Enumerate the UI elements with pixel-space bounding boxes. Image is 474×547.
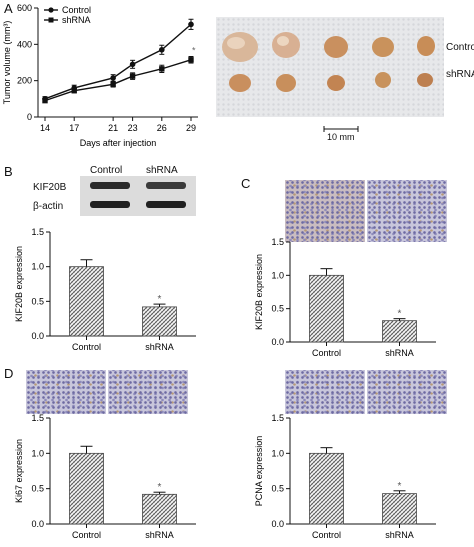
bar-shrna [382,320,417,343]
y-axis-label: KIF20B expression [14,246,24,322]
y-tick-label: 0.0 [271,519,284,529]
series-line-shrna [44,59,192,102]
pcna-bar-chart: 0.0 0.5 1.0 1.5 PCNA expression Control shRNA * [254,413,436,540]
y-tick-label: 1.5 [31,227,44,237]
panel-label-c: C [241,176,251,191]
y-tick-label: 1.5 [271,413,284,423]
x-tick-label: shRNA [145,342,174,352]
data-point-shrna [71,87,77,94]
x-tick-label: 21 [108,123,118,133]
photo-label-control: Control [446,42,474,53]
y-tick-label: 1.0 [271,448,284,458]
y-tick-label: 400 [17,39,32,49]
panel-label-a: A [4,1,13,16]
y-tick-label: 0.0 [271,337,284,347]
y-axis-label: Ki67 expression [14,439,24,503]
legend-marker [48,17,54,23]
wb-row-actin: β-actin [33,201,64,212]
x-tick-label: shRNA [145,530,174,540]
x-tick-label: shRNA [385,348,414,358]
legend-label-shrna: shRNA [62,15,91,25]
x-tick-label: 23 [128,123,138,133]
ihc-image-d-ki67-shrna [108,370,188,414]
kif20b-bar-chart-c: 0.0 0.5 1.0 1.5 KIF20B expression Control shRN… [254,237,436,358]
y-tick-label: 0.5 [271,484,284,494]
bar-control [69,266,104,337]
bar-control [69,452,104,525]
ihc-image-d-pcna-shrna [367,370,447,414]
photo-label-shrna: shRNA [446,69,474,80]
x-tick-label: 29 [186,123,196,133]
control-tumors [222,32,435,62]
y-axis-label: PCNA expression [254,436,264,507]
x-tick-label: shRNA [385,530,414,540]
x-tick-label: Control [72,342,101,352]
data-point-control [188,21,194,28]
panel-label-d: D [4,366,14,381]
legend-marker [48,7,54,13]
y-tick-label: 1.5 [271,237,284,247]
series-line-control [44,23,192,100]
x-tick-label: 17 [69,123,79,133]
bar-shrna [382,493,417,525]
y-tick-label: 200 [17,76,32,86]
legend-label-control: Control [62,5,91,15]
y-tick-label: 0.5 [31,484,44,494]
wb-col-shrna: shRNA [146,165,178,176]
data-point-control [159,46,165,53]
bar-shrna [142,493,177,525]
y-tick-label: 0.5 [31,296,44,306]
tumor-photo [216,17,444,117]
x-tick-label: 14 [40,123,50,133]
y-tick-label: 600 [17,3,32,13]
data-point-shrna [110,81,116,87]
data-point-control [110,75,116,81]
tumor-volume-line-chart: 0 200 400 600 14 17 21 23 26 29 Days after injecti… [2,3,198,148]
significance-asterisk: * [398,309,402,320]
data-point-shrna [42,97,48,104]
ihc-image-c-control [285,180,365,242]
significance-asterisk: * [398,481,402,492]
significance-asterisk: * [158,294,162,305]
x-tick-label: Control [312,348,341,358]
significance-asterisk: * [192,46,196,56]
x-axis-label: Days after injection [80,138,157,148]
significance-asterisk: * [158,482,162,493]
western-blot-image [80,176,196,216]
x-tick-label: 26 [157,123,167,133]
y-tick-label: 1.0 [31,448,44,458]
bar-control [309,274,344,343]
y-tick-label: 1.0 [31,262,44,272]
shrna-tumors [229,72,433,92]
wb-col-control: Control [90,165,123,176]
data-point-control [129,61,136,68]
scale-bar [323,126,359,132]
ki67-bar-chart: 0.0 0.5 1.0 1.5 Ki67 expression Control shRNA * [14,413,196,540]
y-axis-label: Tumor volume (mm³) [2,21,12,105]
bar-control [309,452,344,525]
ihc-image-d-ki67-control [26,370,106,414]
wb-row-kif20b: KIF20B [33,182,67,193]
x-tick-label: Control [312,530,341,540]
y-tick-label: 1.5 [31,413,44,423]
data-point-shrna [159,66,165,72]
y-tick-label: 0 [27,112,32,122]
kif20b-bar-chart-b: 0.0 0.5 1.0 1.5 KIF20B expression Control shRN… [14,227,196,352]
y-tick-label: 0.0 [31,519,44,529]
data-point-shrna [188,57,194,63]
y-tick-label: 1.0 [271,270,284,280]
scale-bar-label: 10 mm [327,132,355,142]
y-tick-label: 0.5 [271,304,284,314]
ihc-image-d-pcna-control [285,370,365,414]
data-point-shrna [129,73,136,79]
y-tick-label: 0.0 [31,331,44,341]
bar-shrna [142,306,177,337]
panel-label-b: B [4,164,13,179]
ihc-image-c-shrna [367,180,447,242]
x-tick-label: Control [72,530,101,540]
y-axis-label: KIF20B expression [254,254,264,330]
